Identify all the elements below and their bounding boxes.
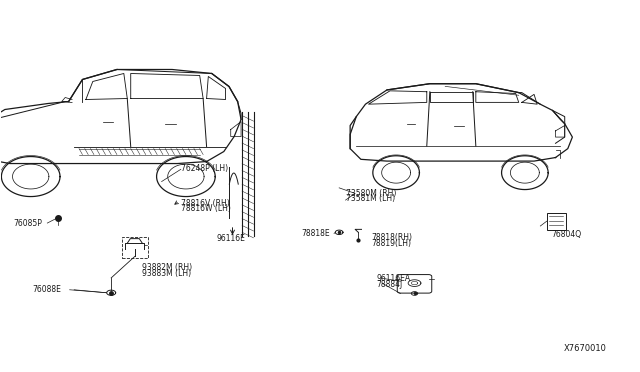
Bar [547,213,566,230]
Text: 76248P (LH): 76248P (LH) [180,164,228,173]
Text: 93883M (LH): 93883M (LH) [143,269,191,278]
Text: 93882M (RH): 93882M (RH) [143,263,193,272]
Text: 78816V (RH): 78816V (RH) [180,199,230,208]
Text: X7670010: X7670010 [564,344,607,353]
Text: 78884J: 78884J [376,280,403,289]
Text: 78818(RH): 78818(RH) [371,233,412,243]
Text: 78819(LH): 78819(LH) [371,238,411,248]
Text: 96116EA: 96116EA [376,274,410,283]
Text: 78816W (LH): 78816W (LH) [180,205,230,214]
Text: 78818E: 78818E [301,229,330,238]
Text: 73580M (RH): 73580M (RH) [346,189,396,198]
Text: 76804Q: 76804Q [551,230,581,239]
Text: 76088E: 76088E [33,285,61,294]
Text: 96116E: 96116E [216,234,245,243]
FancyBboxPatch shape [397,275,432,293]
Text: 73581M (LH): 73581M (LH) [346,195,395,203]
Text: 76085P: 76085P [13,219,42,228]
